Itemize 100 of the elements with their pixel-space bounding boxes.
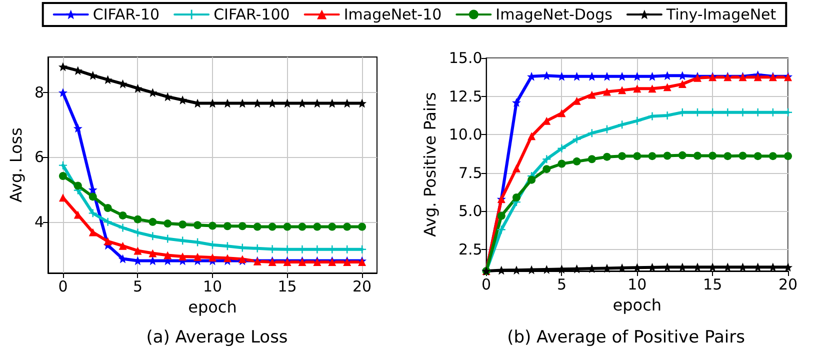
point: [633, 116, 642, 125]
point: [268, 222, 276, 231]
point: [164, 220, 172, 228]
point: [194, 221, 202, 230]
text: (b) Average of Positive Pairs: [507, 328, 746, 348]
x-axis-title: epoch: [612, 295, 662, 314]
point: [602, 125, 611, 134]
point: [104, 204, 112, 212]
point: [663, 83, 672, 92]
x-tick-label: 0: [58, 278, 68, 296]
y-axis-title: Avg. Positive Pairs: [420, 92, 440, 237]
point: [663, 152, 672, 160]
point: [633, 84, 642, 93]
point: [572, 135, 581, 144]
point: [74, 182, 82, 190]
point: [238, 222, 246, 230]
x-tick-label: 0: [482, 276, 492, 294]
text: (a) Average Loss: [146, 328, 288, 348]
point: [588, 155, 596, 164]
point: [178, 220, 187, 228]
point: [558, 109, 566, 118]
point: [134, 246, 142, 255]
point: [104, 218, 112, 226]
point: [512, 193, 520, 202]
legend-label: ImageNet-Dogs: [496, 6, 613, 24]
y-tick-label: 6: [34, 148, 44, 166]
point: [678, 151, 686, 160]
point: [88, 192, 97, 201]
point: [602, 88, 611, 96]
point: [283, 222, 292, 231]
point: [497, 212, 506, 220]
point: [208, 253, 216, 262]
point: [512, 164, 520, 172]
y-tick-label: 7.5: [458, 164, 482, 182]
point: [358, 222, 366, 231]
point: [784, 152, 792, 160]
point: [528, 176, 536, 184]
legend-label: CIFAR-10: [92, 6, 160, 24]
point: [88, 228, 97, 236]
point: [648, 84, 656, 93]
y-tick-label: 15.0: [448, 49, 482, 67]
point: [298, 222, 306, 231]
point: [558, 160, 566, 168]
point: [208, 222, 216, 230]
point: [58, 62, 68, 72]
point: [678, 80, 686, 88]
point: [223, 222, 232, 230]
point: [724, 152, 732, 160]
point: [558, 144, 566, 152]
point: [148, 249, 157, 258]
point: [694, 152, 702, 160]
legend-label: Tiny-ImageNet: [665, 6, 776, 24]
point: [602, 152, 611, 161]
point: [58, 88, 68, 98]
point: [58, 172, 67, 180]
point: [754, 73, 762, 82]
x-tick-label: 10: [202, 278, 222, 296]
point: [512, 98, 521, 107]
x-tick-label: 10: [628, 276, 647, 294]
x-tick-label: 5: [132, 278, 142, 296]
legend-label: CIFAR-100: [214, 6, 290, 24]
y-tick-label: 12.5: [448, 87, 482, 106]
y-tick-label: 10.0: [448, 126, 482, 144]
point: [194, 252, 202, 261]
point: [313, 222, 322, 231]
point: [528, 132, 536, 140]
y-tick-label: 2.5: [458, 240, 482, 259]
legend-label: ImageNet-10: [344, 6, 442, 24]
point: [618, 152, 626, 160]
point: [618, 120, 626, 129]
y-tick-label: 8: [34, 84, 44, 102]
point: [542, 165, 551, 174]
point: [118, 211, 127, 220]
point: [328, 222, 336, 231]
point: [754, 152, 762, 160]
point: [164, 251, 172, 260]
point: [134, 215, 142, 224]
x-tick-label: 20: [352, 278, 372, 296]
point: [588, 90, 596, 99]
x-tick-label: 15: [278, 278, 297, 296]
point: [148, 218, 157, 226]
point: [118, 254, 128, 264]
point: [118, 242, 127, 250]
point: [104, 237, 112, 246]
point: [648, 152, 656, 160]
point: [223, 254, 232, 262]
point: [738, 152, 747, 160]
point: [708, 152, 717, 160]
point: [73, 124, 82, 133]
point: [58, 161, 67, 170]
x-tick-label: 5: [556, 276, 566, 294]
point: [618, 86, 626, 94]
x-tick-label: 20: [778, 276, 798, 294]
x-axis-title: epoch: [188, 297, 237, 316]
point: [572, 157, 581, 166]
y-axis-title: Avg. Loss: [6, 128, 26, 202]
y-tick-label: 5.0: [458, 202, 482, 220]
point: [178, 252, 187, 261]
y-tick-label: 4: [34, 212, 44, 231]
point: [88, 209, 97, 218]
